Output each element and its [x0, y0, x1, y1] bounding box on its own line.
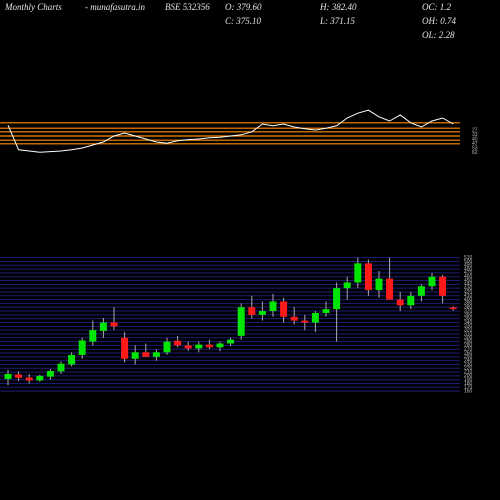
title: Monthly Charts	[4, 2, 62, 12]
candle-body	[311, 312, 319, 323]
y-tick-label: 160	[464, 389, 473, 395]
y-tick-label: 200	[464, 373, 473, 379]
y-tick-label: 420	[464, 289, 473, 295]
y-tick-label: 40	[472, 136, 478, 142]
y-tick-label: 380	[464, 305, 473, 311]
y-tick-label: 210	[464, 369, 473, 375]
candle-body	[15, 374, 23, 378]
candle-body	[280, 301, 288, 317]
candle-body	[131, 352, 139, 359]
candle-body	[301, 320, 309, 323]
y-tick-label: 280	[464, 343, 473, 349]
y-tick-label: 290	[464, 339, 473, 345]
candle-body	[121, 337, 129, 359]
y-tick-label: 340	[464, 320, 473, 326]
y-tick-label: 310	[464, 331, 473, 337]
y-tick-label: 33	[472, 132, 478, 138]
candle-body	[375, 278, 383, 291]
candle-body	[439, 276, 447, 296]
candle-body	[25, 377, 33, 381]
candle-body	[78, 340, 86, 355]
oh-text: OH: 0.74	[422, 16, 456, 26]
y-tick-label: 360	[464, 312, 473, 318]
candle-body	[269, 301, 277, 312]
candle-body	[386, 278, 394, 300]
symbol: BSE 532356	[165, 2, 210, 12]
y-tick-label: 62	[472, 150, 478, 156]
candle-body	[290, 316, 298, 321]
candle-body	[354, 263, 362, 283]
y-tick-label: 390	[464, 301, 473, 307]
ol-text: OL: 2.28	[422, 30, 455, 40]
y-tick-label: 470	[464, 270, 473, 276]
candle-body	[57, 363, 65, 372]
candle-body	[152, 352, 160, 357]
y-tick-label: 270	[464, 347, 473, 353]
y-tick-label: 53	[472, 145, 478, 151]
candle-body	[195, 344, 203, 349]
candle-body	[248, 307, 256, 315]
candle-body	[333, 288, 341, 310]
y-tick-label: 510	[464, 255, 473, 261]
candle-body	[396, 299, 404, 306]
y-tick-label: 430	[464, 285, 473, 291]
candle-body	[163, 341, 171, 353]
y-tick-label: 27	[472, 127, 478, 133]
oc-text: OC: 1.2	[422, 2, 451, 12]
candle-body	[449, 307, 457, 310]
candle-body	[142, 352, 150, 357]
y-tick-label: 500	[464, 259, 473, 265]
candle-body	[174, 340, 182, 346]
candle-body	[343, 282, 351, 289]
indicator-line	[7, 109, 454, 153]
candle-body	[46, 370, 54, 377]
candle-body	[216, 343, 224, 348]
y-tick-label: 320	[464, 327, 473, 333]
candle-body	[227, 339, 235, 344]
y-tick-label: 490	[464, 263, 473, 269]
y-tick-label: 450	[464, 278, 473, 284]
y-tick-label: 170	[464, 385, 473, 391]
y-tick-label: 220	[464, 366, 473, 372]
y-tick-label: 440	[464, 282, 473, 288]
candle-body	[4, 374, 12, 379]
y-tick-label: 480	[464, 266, 473, 272]
candle-body	[322, 309, 330, 313]
y-tick-label: 370	[464, 308, 473, 314]
y-tick-label: 180	[464, 381, 473, 387]
y-tick-label: 410	[464, 293, 473, 299]
candle-body	[364, 263, 372, 291]
y-tick-label: 400	[464, 297, 473, 303]
low-text: L: 371.15	[319, 16, 356, 26]
y-tick-label: 250	[464, 354, 473, 360]
candle-body	[99, 322, 107, 331]
y-tick-label: 260	[464, 350, 473, 356]
candle-body	[110, 322, 118, 327]
candle-body	[237, 307, 245, 336]
y-tick-label: 230	[464, 362, 473, 368]
candle-body	[89, 330, 97, 342]
site: - munafasutra.in	[85, 2, 146, 12]
open-text: O: 379.60	[225, 2, 262, 12]
candle-body	[205, 344, 213, 348]
y-tick-label: 300	[464, 335, 473, 341]
y-tick-label: 47	[472, 141, 478, 147]
y-tick-label: 460	[464, 274, 473, 280]
candle-body	[184, 345, 192, 349]
high-text: H: 382.40	[319, 2, 357, 12]
close-text: C: 375.10	[225, 16, 262, 26]
y-tick-label: 350	[464, 316, 473, 322]
y-tick-label: 330	[464, 324, 473, 330]
candle-body	[36, 375, 44, 381]
candle-body	[407, 295, 415, 306]
candle-body	[258, 311, 266, 315]
candle-body	[428, 276, 436, 287]
candle-body	[417, 286, 425, 296]
y-tick-label: 240	[464, 358, 473, 364]
y-tick-label: 190	[464, 377, 473, 383]
candle-body	[68, 354, 76, 365]
